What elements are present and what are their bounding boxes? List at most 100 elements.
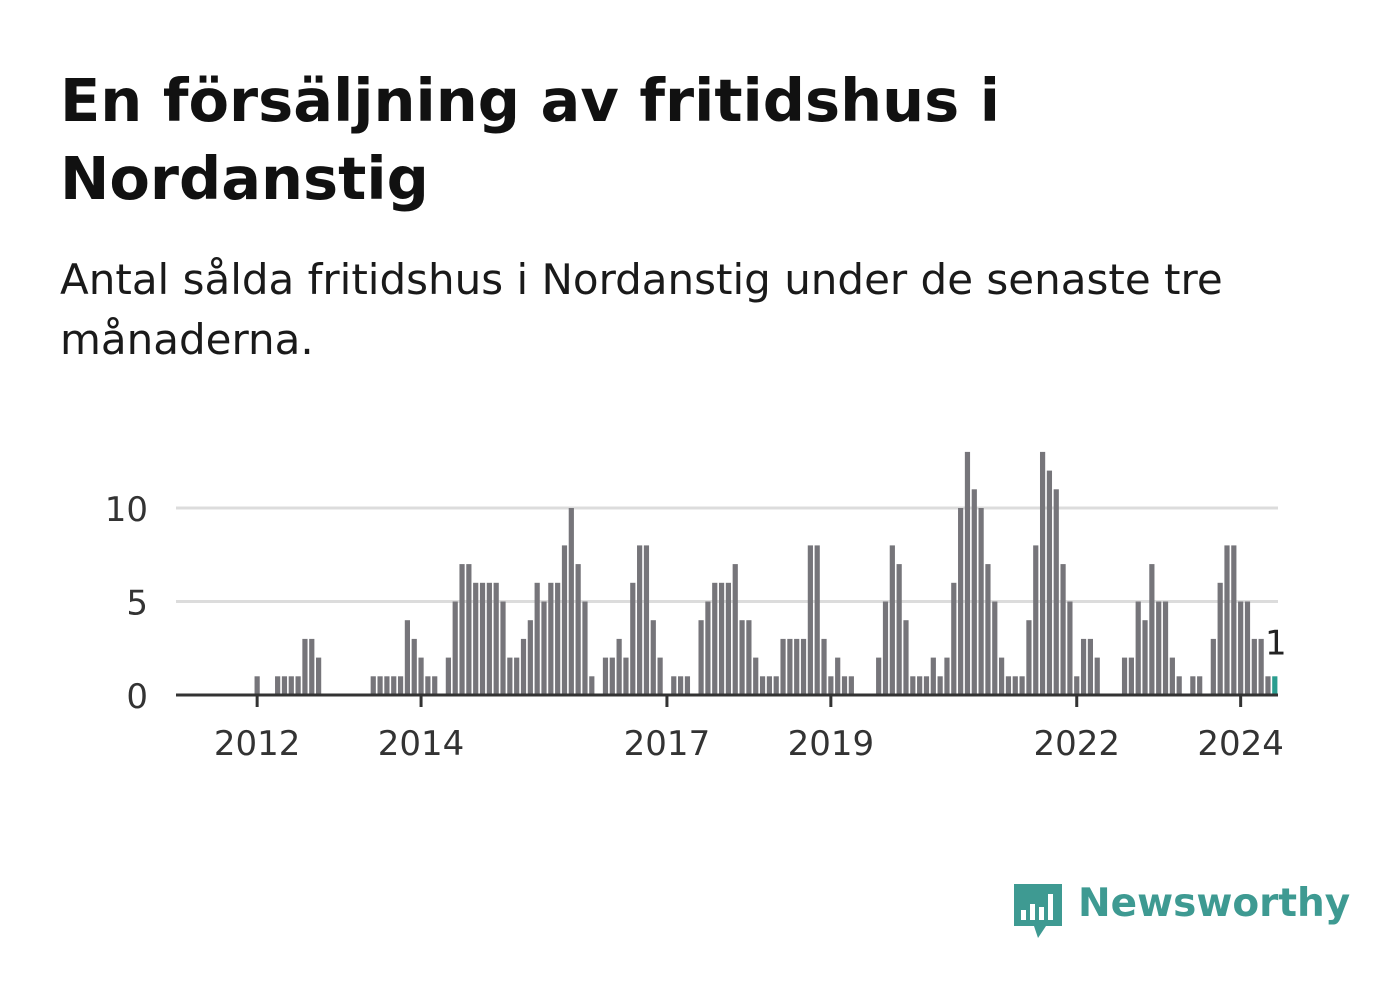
- bar: [1128, 657, 1134, 695]
- bar: [671, 676, 677, 695]
- bar: [1087, 638, 1093, 695]
- bar: [725, 582, 732, 695]
- bar: [1231, 545, 1237, 695]
- bar: [1238, 601, 1244, 695]
- bar: [746, 620, 752, 695]
- bar: [705, 601, 711, 695]
- bar: [971, 489, 977, 695]
- bar: [698, 620, 704, 695]
- bar: [1142, 620, 1148, 695]
- bar: [370, 676, 376, 695]
- bar: [459, 564, 465, 695]
- bar: [391, 676, 397, 695]
- bar: [534, 582, 540, 695]
- bar: [316, 657, 322, 695]
- bar: [794, 638, 800, 695]
- bar: [923, 676, 930, 695]
- bar: [1176, 676, 1182, 695]
- y-tick-label: 5: [126, 584, 148, 624]
- bar: [609, 657, 615, 695]
- bar: [882, 601, 889, 695]
- bar: [978, 508, 984, 695]
- bar: [418, 657, 424, 695]
- latest-value-text: 1: [1265, 623, 1287, 663]
- bar: [616, 638, 622, 695]
- bar: [684, 676, 691, 695]
- bar: [1094, 657, 1100, 695]
- bar: [1012, 676, 1018, 695]
- bar: [889, 545, 895, 695]
- bar: [732, 564, 738, 695]
- bar: [630, 582, 636, 695]
- bar: [568, 508, 574, 695]
- bar: [1080, 638, 1087, 695]
- bar: [520, 638, 527, 695]
- bar: [514, 657, 520, 695]
- bar: [1121, 657, 1128, 695]
- bar: [254, 676, 260, 695]
- brand-name: Newsworthy: [1078, 881, 1351, 926]
- bar: [1169, 657, 1175, 695]
- bar: [575, 564, 581, 695]
- bar: [930, 657, 936, 695]
- bar: [800, 638, 807, 695]
- bar: [1258, 638, 1264, 695]
- bar: [637, 545, 643, 695]
- bar: [643, 545, 650, 695]
- bar: [807, 545, 813, 695]
- bar: [903, 620, 909, 695]
- bar: [1033, 545, 1039, 695]
- bar: [650, 620, 656, 695]
- latest-value-label: 1: [1265, 623, 1287, 663]
- bar: [527, 620, 533, 695]
- highlighted-bar: [1272, 676, 1278, 695]
- y-tick-label: 10: [105, 490, 148, 530]
- bars: [254, 451, 1278, 695]
- bar: [848, 676, 854, 695]
- bar: [1197, 676, 1203, 695]
- bar: [1026, 620, 1032, 695]
- bar: [397, 676, 404, 695]
- bar: [1039, 451, 1046, 695]
- x-tick-label: 2022: [1033, 724, 1120, 764]
- bar: [910, 676, 916, 695]
- bar: [944, 657, 950, 695]
- page-title: En försäljning av fritidshus i Nordansti…: [60, 66, 1000, 213]
- bar: [561, 545, 568, 695]
- bar: [295, 676, 301, 695]
- bar: [452, 601, 458, 695]
- bar: [964, 451, 971, 695]
- newsworthy-logo-icon: [1014, 884, 1062, 938]
- bar: [951, 582, 957, 695]
- bar: [780, 638, 786, 695]
- bar: [766, 676, 772, 695]
- bar: [309, 638, 315, 695]
- bar: [739, 620, 745, 695]
- bar: [288, 676, 294, 695]
- bar: [1190, 676, 1196, 695]
- bar: [828, 676, 834, 695]
- bar: [835, 657, 841, 695]
- y-axis-labels: 0 5 10: [105, 490, 148, 717]
- bar: [1053, 489, 1059, 695]
- bar: [787, 638, 793, 695]
- bar: [404, 620, 410, 695]
- bar: [1265, 676, 1271, 695]
- bar: [425, 676, 431, 695]
- bar: [678, 676, 684, 695]
- bar: [445, 657, 451, 695]
- bar: [1046, 470, 1053, 695]
- bar: [432, 676, 438, 695]
- bar: [985, 564, 991, 695]
- bar: [1162, 601, 1169, 695]
- bar: [1210, 638, 1216, 695]
- x-tick-label: 2019: [788, 724, 875, 764]
- bar: [876, 657, 882, 695]
- x-tick-label: 2012: [214, 724, 301, 764]
- bar: [548, 582, 554, 695]
- bar: [473, 582, 479, 695]
- bar: [493, 582, 499, 695]
- bar: [1156, 601, 1162, 695]
- bar: [541, 601, 547, 695]
- x-axis-labels: 2012 2014 2017 2019 2022 2024: [214, 695, 1284, 764]
